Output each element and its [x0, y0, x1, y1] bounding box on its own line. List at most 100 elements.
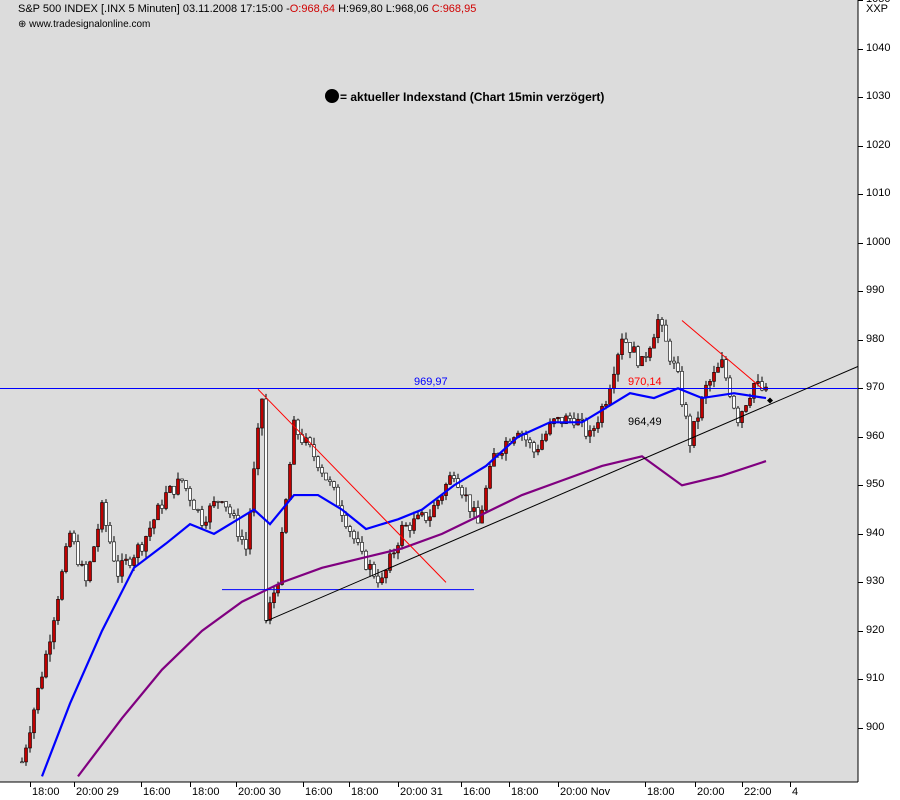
- header-title: S&P 500 INDEX [.INX 5 Minuten]: [18, 3, 180, 15]
- candle-body: [404, 524, 408, 527]
- y-tick-label: 970: [866, 381, 885, 394]
- candle-body: [76, 541, 80, 565]
- candle-body: [312, 444, 316, 458]
- y-tick: [858, 145, 863, 147]
- x-tick-label: 16:00: [305, 786, 333, 798]
- candle-body: [384, 570, 388, 579]
- x-tick: [645, 782, 646, 787]
- candle-body: [392, 552, 396, 555]
- candle-body: [156, 504, 160, 521]
- candle-body: [488, 465, 492, 489]
- candle-body: [544, 433, 548, 441]
- candle-body: [692, 421, 696, 446]
- candle-body: [708, 381, 712, 386]
- candle-body: [528, 439, 532, 443]
- y-tick-label: 920: [866, 623, 885, 636]
- candle-body: [100, 502, 104, 530]
- candle-body: [240, 536, 244, 540]
- candle-body: [600, 406, 604, 423]
- candle-body: [532, 442, 536, 453]
- candle-body: [88, 561, 92, 582]
- label-970-14: 970,14: [628, 376, 662, 388]
- candle-body: [68, 532, 72, 547]
- candle-body: [44, 653, 48, 678]
- candle-body: [316, 456, 320, 468]
- candle-body: [724, 359, 728, 379]
- candle-body: [144, 536, 148, 552]
- candle-body: [624, 338, 628, 343]
- candle-body: [644, 356, 648, 358]
- candle-body: [72, 532, 76, 543]
- candle-body: [720, 359, 724, 368]
- candle-body: [32, 709, 36, 734]
- candle-body: [468, 494, 472, 512]
- candle-body: [252, 468, 256, 513]
- candle-body: [448, 475, 452, 485]
- candle-body: [328, 479, 332, 482]
- candle-body: [336, 486, 340, 507]
- candle-body: [748, 397, 752, 406]
- x-tick-label: 18:00: [647, 786, 675, 798]
- candle-body: [464, 494, 468, 497]
- y-tick: [858, 0, 863, 2]
- candle-body: [56, 599, 60, 621]
- candle-body: [360, 542, 364, 552]
- candle-body: [212, 501, 216, 507]
- candle-body: [64, 546, 68, 572]
- x-tick: [558, 782, 559, 787]
- y-tick-label: 950: [866, 478, 885, 491]
- candle-body: [352, 531, 356, 540]
- candle-body: [232, 513, 236, 516]
- candle-body: [540, 440, 544, 450]
- candle-body: [484, 487, 488, 511]
- candle-body: [116, 560, 120, 577]
- candle-body: [372, 564, 376, 577]
- y-tick: [858, 630, 863, 632]
- candle-body: [436, 500, 440, 506]
- x-tick: [303, 782, 304, 787]
- y-tick-label: 930: [866, 575, 885, 588]
- candle-body: [424, 512, 428, 521]
- candle-body: [228, 506, 232, 515]
- candle-body: [604, 404, 608, 407]
- candle-body: [712, 372, 716, 382]
- candle-body: [120, 560, 124, 577]
- candle-body: [668, 340, 672, 362]
- y-tick-label: 990: [866, 284, 885, 297]
- bullet-icon: [325, 89, 339, 103]
- candle-body: [640, 356, 644, 367]
- candle-body: [248, 511, 252, 550]
- candle-body: [636, 346, 640, 367]
- candle-body: [596, 422, 600, 429]
- candle-body: [200, 509, 204, 526]
- candle-body: [176, 478, 180, 495]
- candle-body: [612, 373, 616, 389]
- y-tick: [858, 533, 863, 535]
- symbol-label: XXP: [865, 3, 888, 15]
- candle-body: [288, 464, 292, 500]
- x-tick: [30, 782, 31, 787]
- candle-body: [696, 417, 700, 422]
- y-tick-label: 910: [866, 672, 885, 685]
- candle-body: [236, 515, 240, 537]
- x-tick-label: 22:00: [744, 786, 772, 798]
- candle-body: [672, 360, 676, 364]
- candle-body: [704, 384, 708, 398]
- candle-body: [732, 395, 736, 409]
- x-tick: [236, 782, 237, 787]
- candle-body: [472, 507, 476, 512]
- candle-body: [652, 337, 656, 349]
- candle-body: [684, 404, 688, 417]
- candle-body: [756, 381, 760, 384]
- x-tick-label: 18:00: [32, 786, 60, 798]
- x-tick: [74, 782, 75, 787]
- candle-body: [24, 747, 28, 763]
- candle-body: [84, 563, 88, 582]
- candle-body: [136, 544, 140, 558]
- candle-body: [40, 676, 44, 689]
- candle-body: [184, 480, 188, 489]
- y-tick: [858, 485, 863, 487]
- candle-body: [660, 319, 664, 326]
- candle-body: [148, 527, 152, 537]
- candle-body: [216, 501, 220, 503]
